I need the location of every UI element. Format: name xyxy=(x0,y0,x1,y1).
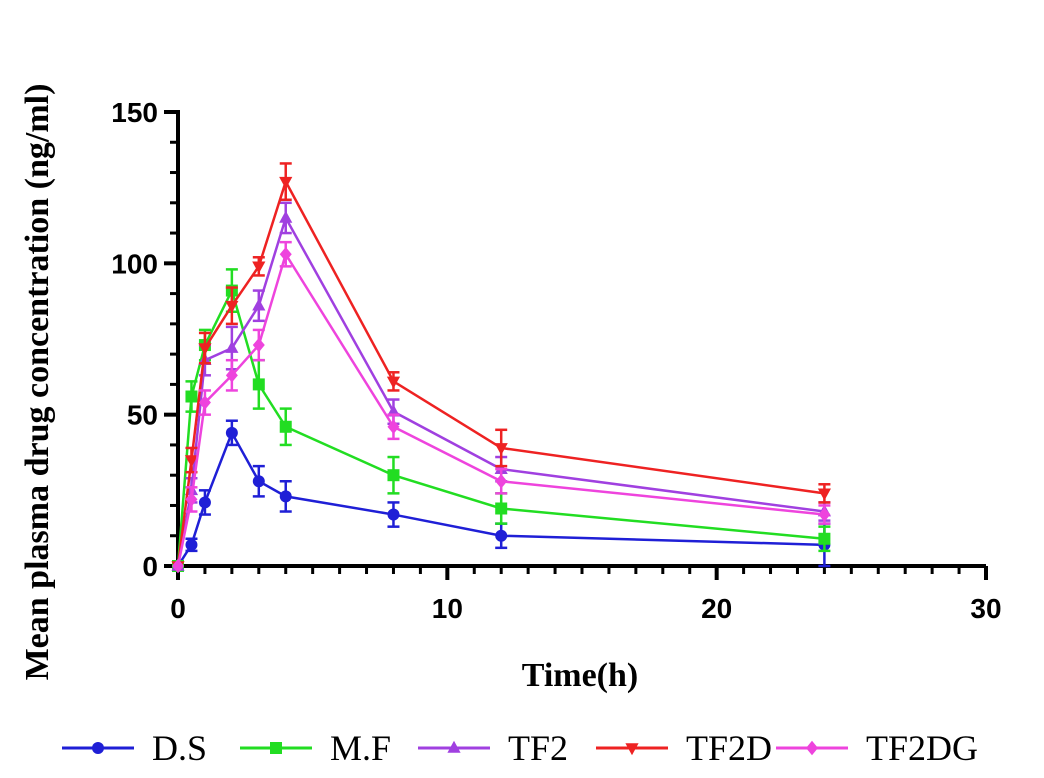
data-point xyxy=(198,343,212,356)
data-point xyxy=(495,529,508,542)
data-point xyxy=(252,337,265,353)
data-point xyxy=(279,247,292,262)
legend-item: TF2 xyxy=(418,728,568,768)
x-tick-label: 30 xyxy=(970,593,1001,624)
y-tick-label: 150 xyxy=(111,97,158,128)
legend-item: M.F xyxy=(240,728,391,768)
series-layer xyxy=(171,162,831,574)
data-point xyxy=(225,300,239,313)
data-point xyxy=(252,378,265,391)
legend-item: D.S xyxy=(62,728,207,768)
series-tf2d xyxy=(171,162,831,574)
data-point xyxy=(172,558,184,574)
legend-swatch-marker xyxy=(270,742,282,754)
data-point xyxy=(818,532,831,545)
data-point xyxy=(185,538,198,551)
data-point xyxy=(387,419,400,434)
axes: 0 10 20 30 0 50 100 150 xyxy=(111,97,1001,624)
legend-swatch-marker xyxy=(447,740,461,753)
data-point xyxy=(387,508,400,521)
data-point xyxy=(818,507,831,522)
data-point xyxy=(494,443,508,456)
legend-label: TF2DG xyxy=(866,728,978,768)
x-axis-title: Time(h) xyxy=(522,657,638,694)
data-point xyxy=(279,420,292,433)
y-tick-label: 0 xyxy=(142,551,158,582)
data-point xyxy=(279,176,293,189)
legend-label: TF2D xyxy=(686,728,772,768)
data-point xyxy=(252,298,266,311)
y-axis-title: Mean plasma drug concentration (ng/ml) xyxy=(19,84,56,681)
data-point xyxy=(386,376,401,389)
series-tf2dg xyxy=(172,240,831,574)
data-point xyxy=(495,502,508,515)
data-point xyxy=(225,368,238,383)
data-point xyxy=(225,426,238,439)
x-tick-label: 10 xyxy=(432,593,463,624)
data-point xyxy=(185,390,198,403)
legend-item: TF2D xyxy=(596,728,772,768)
data-point xyxy=(225,340,239,353)
data-point xyxy=(387,469,400,482)
x-tick-label: 0 xyxy=(170,593,186,624)
data-point xyxy=(185,492,198,507)
legend-item: TF2DG xyxy=(776,728,978,768)
data-point xyxy=(198,395,211,410)
legend-swatch-marker xyxy=(92,742,104,754)
legend-label: M.F xyxy=(330,728,391,768)
data-point xyxy=(817,488,831,501)
data-point xyxy=(495,474,508,489)
legend-swatch-marker xyxy=(625,743,639,756)
data-point xyxy=(252,475,265,488)
legend: D.S M.F TF2 TF2D TF2DG xyxy=(62,728,978,768)
legend-swatch-marker xyxy=(806,740,818,756)
data-point xyxy=(279,210,293,223)
data-point xyxy=(198,496,211,509)
legend-label: TF2 xyxy=(508,728,568,768)
y-tick-label: 100 xyxy=(111,248,158,279)
data-point xyxy=(184,455,199,468)
y-tick-label: 50 xyxy=(127,400,158,431)
legend-label: D.S xyxy=(152,728,207,768)
data-point xyxy=(252,261,266,274)
x-tick-label: 20 xyxy=(701,593,732,624)
data-point xyxy=(279,490,292,503)
